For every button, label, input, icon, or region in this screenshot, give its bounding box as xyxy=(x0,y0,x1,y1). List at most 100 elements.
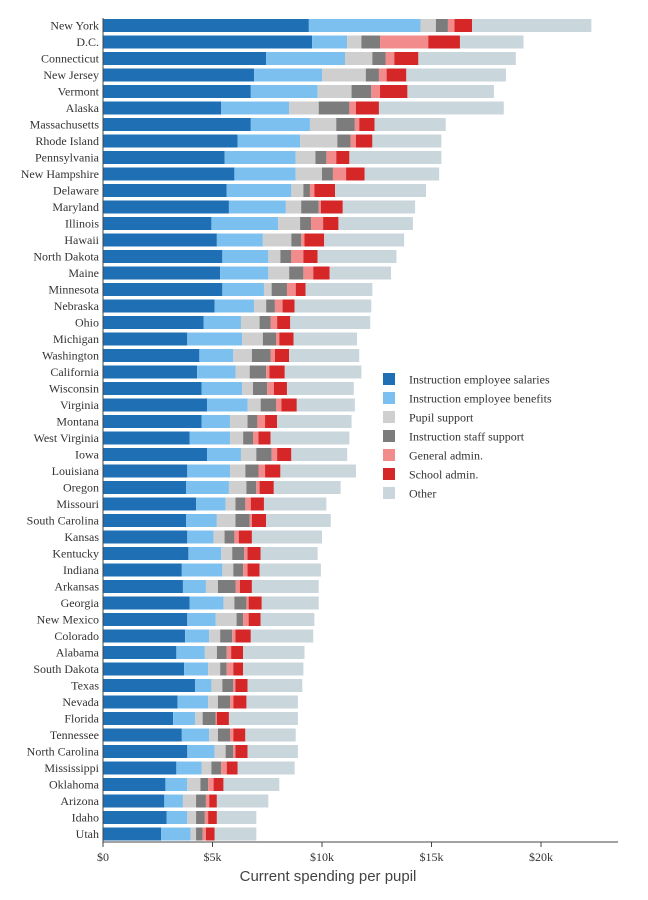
bar-segment-tennessee-pupil-support xyxy=(209,728,218,742)
bar-segment-new-york-instruction-staff-support xyxy=(435,19,448,32)
bar-segment-maryland-instruction-employee-salaries xyxy=(103,200,229,214)
bar-segment-tennessee-general-admin xyxy=(230,728,234,742)
bar-segment-indiana-general-admin xyxy=(243,563,248,577)
bar-segment-california-instruction-employee-salaries xyxy=(103,365,198,379)
bar-segment-pennsylvania-instruction-staff-support xyxy=(315,151,327,164)
bar-segment-connecticut-general-admin xyxy=(385,52,395,65)
bar-segment-new-york-general-admin xyxy=(447,19,455,32)
bar-segment-texas-instruction-employee-salaries xyxy=(103,679,195,692)
bar-segment-iowa-pupil-support xyxy=(240,448,257,461)
bar-segment-nebraska-pupil-support xyxy=(254,299,267,313)
bar-segment-minnesota-school-admin xyxy=(295,283,306,296)
bar-segment-south-carolina-pupil-support xyxy=(216,514,236,527)
state-label-washington: Washington xyxy=(42,349,99,363)
bar-segment-colorado-instruction-employee-benefits xyxy=(185,629,210,643)
bar-segment-utah-school-admin xyxy=(205,827,215,841)
bar-segment-arizona-pupil-support xyxy=(182,794,197,808)
state-label-new-mexico: New Mexico xyxy=(37,613,99,627)
bar-segment-oklahoma-instruction-employee-salaries xyxy=(103,778,166,791)
bar-segment-georgia-pupil-support xyxy=(223,596,235,610)
bar-segment-wisconsin-general-admin xyxy=(267,382,274,395)
bar-segment-new-jersey-instruction-employee-benefits xyxy=(254,68,322,82)
bar-segment-illinois-pupil-support xyxy=(278,217,301,230)
bar-segment-oklahoma-instruction-staff-support xyxy=(200,778,209,791)
bar-segment-rhode-island-pupil-support xyxy=(300,134,338,148)
bar-segment-connecticut-instruction-staff-support xyxy=(372,52,386,65)
bar-segment-wisconsin-instruction-employee-salaries xyxy=(103,382,202,395)
bar-segment-alaska-instruction-employee-benefits xyxy=(221,101,290,115)
bar-segment-alabama-general-admin xyxy=(226,646,232,659)
bar-segment-nebraska-general-admin xyxy=(274,299,283,313)
bar-segment-indiana-instruction-employee-benefits xyxy=(181,563,223,577)
bar-segment-new-york-school-admin xyxy=(454,19,473,32)
bar-segment-nevada-general-admin xyxy=(230,695,234,709)
legend-swatch-instruction-employee-benefits xyxy=(383,392,395,404)
bar-segment-new-mexico-general-admin xyxy=(243,613,249,626)
bar-segment-delaware-other xyxy=(335,184,427,197)
bar-segment-montana-other xyxy=(277,415,352,428)
bar-segment-rhode-island-other xyxy=(372,134,442,148)
bar-segment-new-jersey-other xyxy=(406,68,506,82)
bar-segment-new-mexico-other xyxy=(260,613,315,626)
bar-segment-delaware-general-admin xyxy=(309,184,315,197)
bar-segment-california-instruction-employee-benefits xyxy=(197,365,236,379)
bar-segment-iowa-school-admin xyxy=(277,448,292,461)
bar-segment-washington-instruction-staff-support xyxy=(251,349,271,362)
bar-segment-virginia-instruction-employee-benefits xyxy=(207,398,248,412)
bar-segment-iowa-instruction-staff-support xyxy=(256,448,272,461)
bar-segment-michigan-school-admin xyxy=(279,332,294,346)
bar-segment-michigan-instruction-employee-benefits xyxy=(187,332,243,346)
state-label-arkansas: Arkansas xyxy=(54,580,99,594)
bar-segment-mississippi-instruction-staff-support xyxy=(211,761,222,775)
bar-segment-nebraska-instruction-staff-support xyxy=(266,299,275,313)
state-label-rhode-island: Rhode Island xyxy=(35,134,99,148)
bar-segment-pennsylvania-instruction-employee-benefits xyxy=(224,151,296,164)
bar-segment-north-dakota-school-admin xyxy=(303,250,318,263)
bar-segment-new-hampshire-pupil-support xyxy=(295,167,322,181)
bar-segment-maryland-instruction-employee-benefits xyxy=(228,200,286,214)
state-label-d-c: D.C. xyxy=(76,35,99,49)
bar-segment-rhode-island-general-admin xyxy=(350,134,356,148)
bar-segment-new-hampshire-instruction-employee-benefits xyxy=(234,167,296,181)
x-tick-label: $5k xyxy=(204,850,222,864)
bar-segment-south-dakota-general-admin xyxy=(226,662,234,676)
bar-segment-kentucky-pupil-support xyxy=(221,547,233,560)
bar-segment-kansas-general-admin xyxy=(234,530,239,544)
bar-segment-florida-other xyxy=(228,712,298,725)
bar-segment-missouri-school-admin xyxy=(250,497,264,511)
bar-segment-new-york-other xyxy=(472,19,592,32)
bar-segment-michigan-other xyxy=(293,332,358,346)
bar-segment-utah-other xyxy=(214,827,257,841)
x-tick-label: $20k xyxy=(529,850,553,864)
legend-swatch-general-admin xyxy=(383,449,395,461)
bar-segment-alaska-other xyxy=(378,101,504,115)
bar-segment-nevada-instruction-employee-benefits xyxy=(177,695,209,709)
bar-segment-california-other xyxy=(284,365,362,379)
bar-segment-virginia-school-admin xyxy=(281,398,297,412)
bar-segment-massachusetts-instruction-staff-support xyxy=(336,118,355,131)
bar-segment-iowa-general-admin xyxy=(271,448,278,461)
bar-segment-connecticut-pupil-support xyxy=(345,52,373,65)
bar-segment-kentucky-instruction-employee-benefits xyxy=(188,547,222,560)
bar-segment-arizona-instruction-staff-support xyxy=(196,794,206,808)
state-label-south-dakota: South Dakota xyxy=(33,662,99,676)
bar-segment-vermont-instruction-employee-benefits xyxy=(250,85,318,98)
bar-segment-texas-pupil-support xyxy=(211,679,223,692)
bar-segment-indiana-other xyxy=(259,563,321,577)
bar-segment-new-hampshire-general-admin xyxy=(332,167,347,181)
bar-segment-north-carolina-general-admin xyxy=(233,745,236,758)
bar-segment-oklahoma-general-admin xyxy=(208,778,214,791)
bar-segment-iowa-instruction-employee-benefits xyxy=(207,448,241,461)
bar-segment-vermont-other xyxy=(407,85,494,98)
state-label-arizona: Arizona xyxy=(60,794,99,808)
bar-segment-west-virginia-other xyxy=(270,431,350,445)
bar-segment-new-jersey-pupil-support xyxy=(322,68,366,82)
bar-segment-alaska-instruction-employee-salaries xyxy=(103,101,222,115)
state-label-hawaii: Hawaii xyxy=(64,233,99,247)
bar-segment-illinois-general-admin xyxy=(311,217,324,230)
bar-segment-colorado-pupil-support xyxy=(209,629,221,643)
bar-segment-nevada-instruction-staff-support xyxy=(217,695,231,709)
bar-segment-illinois-instruction-employee-benefits xyxy=(211,217,279,230)
bar-segment-ohio-school-admin xyxy=(277,316,291,329)
bar-segment-virginia-general-admin xyxy=(276,398,282,412)
